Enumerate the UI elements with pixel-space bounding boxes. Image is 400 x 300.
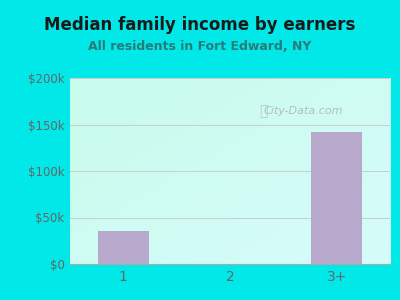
Bar	[98, 232, 149, 264]
Text: City-Data.com: City-Data.com	[264, 106, 343, 116]
Text: Median family income by earners: Median family income by earners	[44, 16, 356, 34]
Text: ⓘ: ⓘ	[260, 104, 268, 118]
Bar	[311, 132, 362, 264]
Text: All residents in Fort Edward, NY: All residents in Fort Edward, NY	[88, 40, 312, 53]
